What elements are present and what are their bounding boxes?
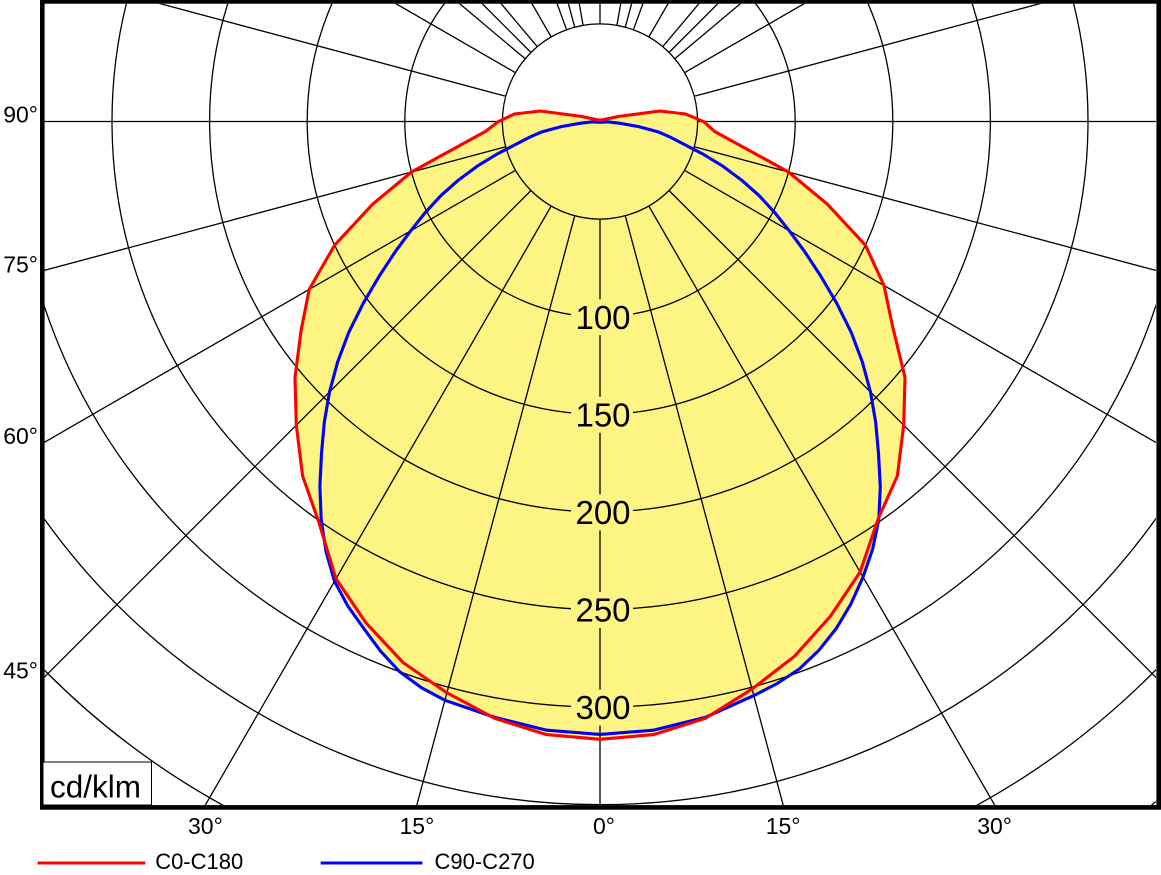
svg-text:60°: 60° — [3, 423, 38, 449]
svg-text:45°: 45° — [3, 658, 38, 684]
svg-text:100: 100 — [575, 299, 630, 336]
svg-text:200: 200 — [575, 494, 630, 531]
svg-text:C90-C270: C90-C270 — [435, 849, 535, 874]
svg-text:15°: 15° — [400, 813, 435, 839]
svg-text:90°: 90° — [3, 102, 38, 128]
svg-text:300: 300 — [575, 689, 630, 726]
svg-text:150: 150 — [575, 396, 630, 433]
svg-text:15°: 15° — [766, 813, 801, 839]
svg-text:75°: 75° — [3, 251, 38, 277]
svg-text:0°: 0° — [593, 813, 615, 839]
svg-text:30°: 30° — [977, 813, 1012, 839]
svg-text:cd/klm: cd/klm — [50, 769, 141, 805]
svg-text:C0-C180: C0-C180 — [155, 849, 243, 874]
svg-text:250: 250 — [575, 592, 630, 629]
svg-text:30°: 30° — [188, 813, 223, 839]
